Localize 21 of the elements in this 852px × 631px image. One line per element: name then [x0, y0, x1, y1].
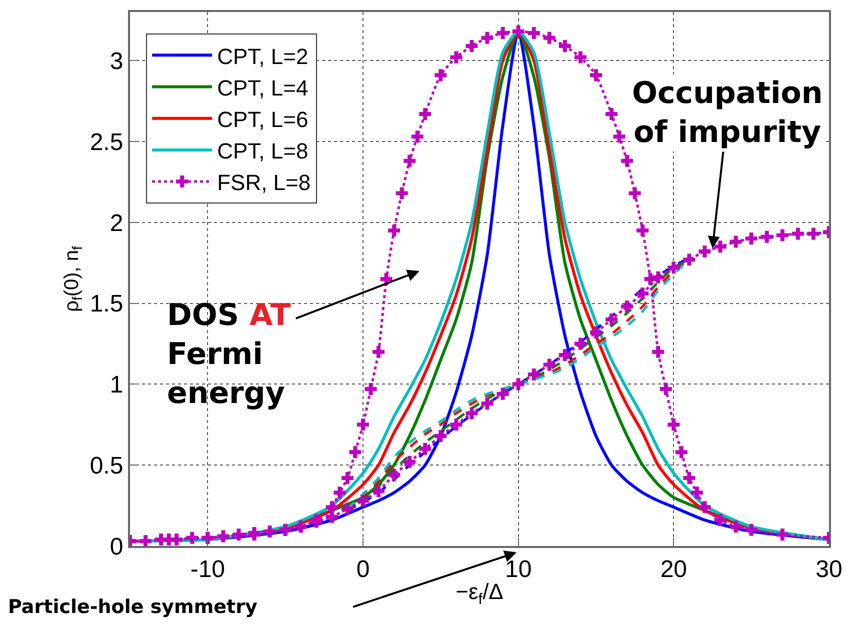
y-tick-label: 2: [110, 210, 124, 237]
y-tick-label: 1.5: [90, 290, 124, 318]
legend-label: CPT, L=8: [217, 138, 308, 164]
legend-label: FSR, L=8: [217, 170, 311, 196]
x-tick-label: 10: [504, 556, 532, 583]
text: Particle-hole symmetry: [8, 596, 258, 618]
y-tick-label: 0: [110, 533, 124, 560]
y-tick-label: 3: [110, 48, 124, 75]
x-tick-label: -10: [190, 556, 226, 583]
y-tick-label: 2.5: [90, 128, 124, 156]
legend-label: CPT, L=6: [217, 106, 308, 132]
annotation: DOS AT Fermi energy: [167, 298, 292, 411]
x-tick-label: 30: [816, 556, 842, 583]
x-axis-title: −ε$_{f}$/Δ: [456, 579, 504, 608]
legend-label: CPT, L=4: [217, 75, 308, 100]
x-tick-label: 20: [660, 556, 688, 583]
y-tick-label: 0.5: [90, 452, 124, 480]
y-tick-label: 1: [110, 372, 124, 399]
x-tick-label: 0: [356, 556, 370, 583]
legend-label: CPT, L=2: [217, 44, 308, 69]
annotation: Occupation of impurity: [632, 76, 823, 150]
